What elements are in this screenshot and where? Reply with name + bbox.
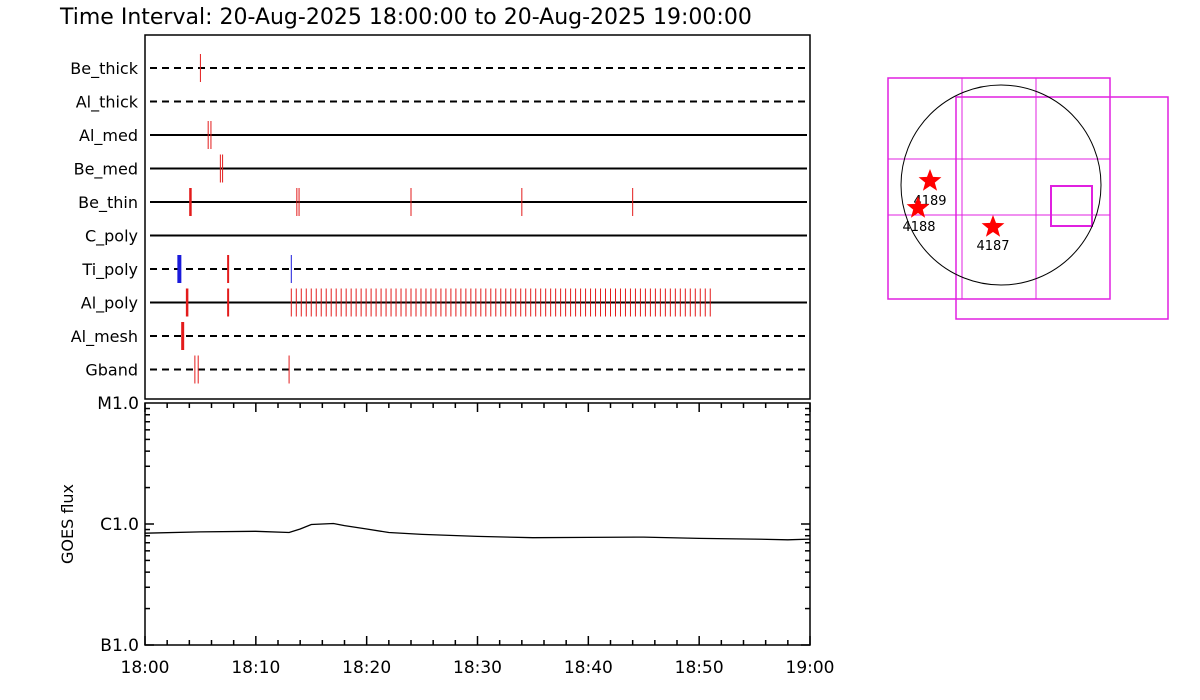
fov-box [887,77,1111,300]
flare-label: 4187 [976,239,1009,254]
solar-limb [900,84,1102,286]
x-tick-label: 18:10 [231,658,280,678]
chart-title: Time Interval: 20-Aug-2025 18:00:00 to 2… [59,5,752,30]
flare-star-icon [981,215,1005,237]
flare-star-icon [918,169,942,191]
goes-frame [144,402,811,646]
fov-box [955,96,1169,320]
channel-label: Al_thick [76,93,139,113]
y-tick-label: M1.0 [97,394,139,414]
timeline-frame [144,34,811,400]
goes-flux-line [144,522,811,541]
x-tick-label: 18:20 [342,658,391,678]
y-tick-label: C1.0 [100,515,139,535]
x-tick-label: 18:40 [564,658,613,678]
channel-label: Ti_poly [81,260,138,280]
channel-label: Be_med [74,160,138,180]
channel-label: Al_poly [81,294,138,314]
channel-label: Be_thick [70,59,138,79]
x-tick-label: 19:00 [786,658,835,678]
x-tick-label: 18:00 [121,658,170,678]
y-tick-label: B1.0 [100,636,139,656]
goes-flux-panel: 18:00 18:10 18:20 18:30 18:40 18:50 19:00 M1.0 C… [58,394,835,678]
channel-label: Be_thin [78,193,138,213]
y-axis-label: GOES flux [58,484,77,564]
fov-box [1050,185,1093,227]
x-tick-label: 18:30 [453,658,502,678]
channel-label: Al_med [79,126,138,146]
x-tick-label: 18:50 [675,658,724,678]
channel-label: C_poly [85,227,138,247]
flare-label: 4188 [902,220,935,235]
channel-label: Al_mesh [71,327,138,347]
flare-star-icon [906,196,930,218]
channel-label: Gband [85,361,138,380]
filter-timeline-panel: Be_thick Al_thick Al_med Be_med Be_thin C_pol… [70,34,811,400]
